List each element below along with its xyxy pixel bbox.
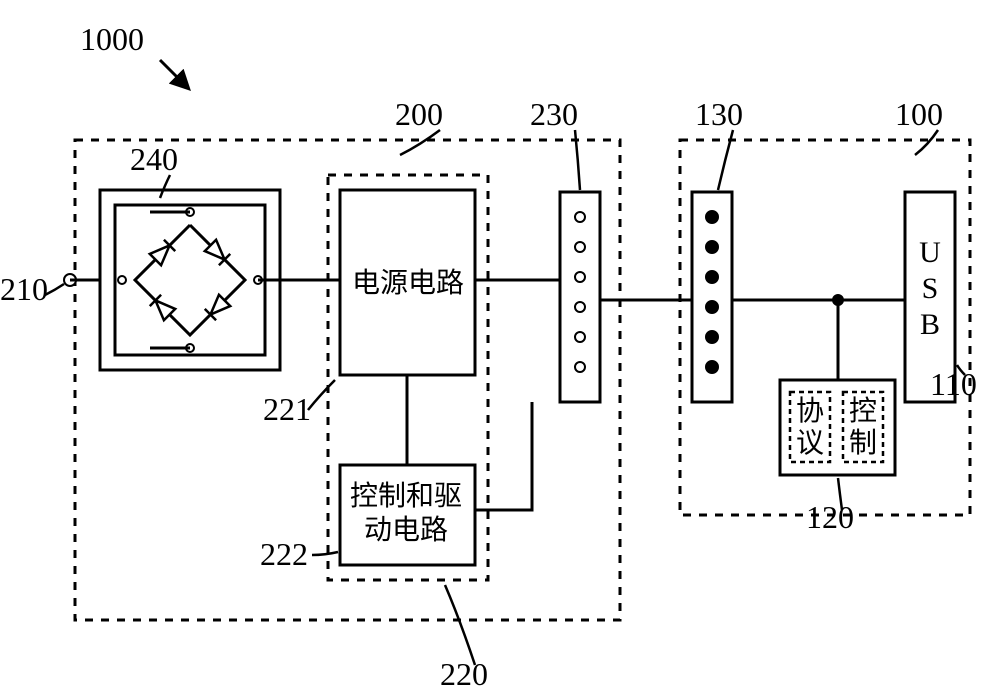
leader-222 <box>312 552 338 555</box>
connector-130-pin <box>706 361 718 373</box>
connector-230-pin <box>575 272 585 282</box>
ref-210: 210 <box>0 271 48 307</box>
connector-230-pin <box>575 242 585 252</box>
bridge-diamond <box>135 225 245 335</box>
leader-221 <box>308 380 335 410</box>
ref-120: 120 <box>806 499 854 535</box>
ref-130: 130 <box>695 96 743 132</box>
ref-230: 230 <box>530 96 578 132</box>
leader-200 <box>400 130 440 155</box>
leader-130 <box>718 130 733 190</box>
chip-120-sub2-t1: 控 <box>849 395 877 427</box>
tee-node <box>833 295 843 305</box>
ref-1000-arrow <box>160 60 188 88</box>
label-221: 电源电路 <box>352 267 464 299</box>
ref-1000: 1000 <box>80 21 144 57</box>
connector-130-pin <box>706 301 718 313</box>
chip-120-sub1-t1: 协 <box>796 395 824 427</box>
connector-130-pin <box>706 331 718 343</box>
wire-222-230 <box>475 402 532 510</box>
bridge-node <box>118 276 126 284</box>
ref-200: 200 <box>395 96 443 132</box>
label-222a: 控制和驱 <box>350 480 462 512</box>
connector-130-pin <box>706 271 718 283</box>
leader-240 <box>160 175 170 198</box>
ref-240: 240 <box>130 141 178 177</box>
rectifier-inner <box>115 205 265 355</box>
usb-letter: S <box>922 272 939 305</box>
label-222b: 动电路 <box>364 514 448 546</box>
connector-230-pin <box>575 362 585 372</box>
block-diagram: 1000 200 100 240 210 220 电源电路 221 控制和驱动电路 222 230 1… <box>0 0 1000 692</box>
ref-100: 100 <box>895 96 943 132</box>
ref-220: 220 <box>440 656 488 692</box>
ref-222: 222 <box>260 536 308 572</box>
connector-130-pin <box>706 211 718 223</box>
chip-120-sub2-t2: 制 <box>849 427 877 459</box>
connector-230-pin <box>575 212 585 222</box>
connector-130-pin <box>706 241 718 253</box>
usb-letter: U <box>919 236 941 269</box>
leader-100 <box>915 130 938 155</box>
usb-letter: B <box>920 308 940 341</box>
leader-220 <box>445 585 475 665</box>
chip-120-sub1-t2: 议 <box>796 428 824 459</box>
ref-221: 221 <box>263 391 311 427</box>
ref-110: 110 <box>930 366 977 402</box>
connector-230-pin <box>575 332 585 342</box>
connector-230-pin <box>575 302 585 312</box>
